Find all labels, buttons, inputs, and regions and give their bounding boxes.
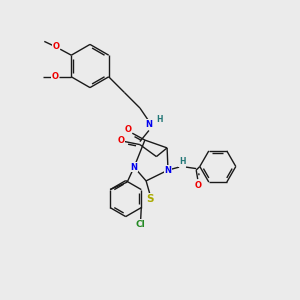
Text: N: N [164, 166, 172, 175]
Text: N: N [146, 120, 152, 129]
Text: Cl: Cl [136, 220, 146, 229]
Text: O: O [194, 182, 201, 190]
Text: H: H [157, 116, 163, 124]
Text: O: O [51, 72, 58, 81]
Text: O: O [52, 42, 59, 51]
Text: O: O [118, 136, 125, 145]
Text: N: N [130, 163, 138, 172]
Text: H: H [179, 157, 185, 166]
Text: O: O [124, 125, 132, 134]
Text: S: S [146, 194, 154, 204]
